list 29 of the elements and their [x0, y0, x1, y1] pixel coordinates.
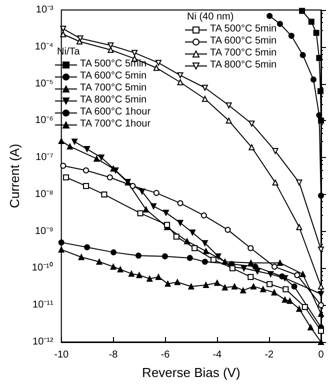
y-axis-title: Current (A)	[7, 144, 22, 208]
y-tick-label: 10⁻³	[36, 4, 54, 16]
y-tick-label: 10⁻⁴	[34, 41, 54, 52]
x-tick-label: -10	[54, 350, 70, 360]
x-tick-label: -6	[160, 350, 170, 360]
y-tick-label: 10⁻¹¹	[32, 300, 54, 311]
x-tick-label: 0	[318, 350, 324, 360]
y-tick-label: 10⁻⁹	[34, 226, 54, 237]
legend-label: TA 500°C 5min	[80, 58, 147, 70]
legend-label: TA 800°C 5min	[210, 60, 277, 70]
y-tick-label: 10⁻¹⁰	[32, 262, 54, 274]
x-tick-label: -8	[108, 350, 118, 360]
x-axis-title: Reverse Bias (V)	[142, 365, 240, 380]
x-tick-label: -2	[264, 350, 274, 360]
legend-label: TA 700°C 5min	[80, 82, 147, 94]
y-tick-label: 10⁻⁸	[35, 188, 54, 200]
legend-label: TA 700°C 5min	[210, 48, 277, 58]
legend-label: TA 700°C 1hour	[80, 118, 152, 130]
legend-label: TA 600°C 1hour	[80, 106, 152, 118]
x-tick-label: -4	[212, 350, 222, 360]
y-tick-label: 10⁻⁷	[36, 152, 54, 164]
annotation: Ni (40 nm)	[187, 12, 234, 22]
y-tick-label: 10⁻⁵	[35, 78, 54, 90]
legend-label: TA 500°C 5min	[210, 24, 277, 34]
legend-label: TA 600°C 5min	[80, 70, 147, 82]
y-tick-label: 10⁻¹²	[32, 336, 54, 348]
legend-label: TA 600°C 5min	[210, 36, 277, 46]
y-tick-label: 10⁻⁶	[35, 115, 54, 126]
legend-label: TA 800°C 5min	[80, 94, 147, 106]
